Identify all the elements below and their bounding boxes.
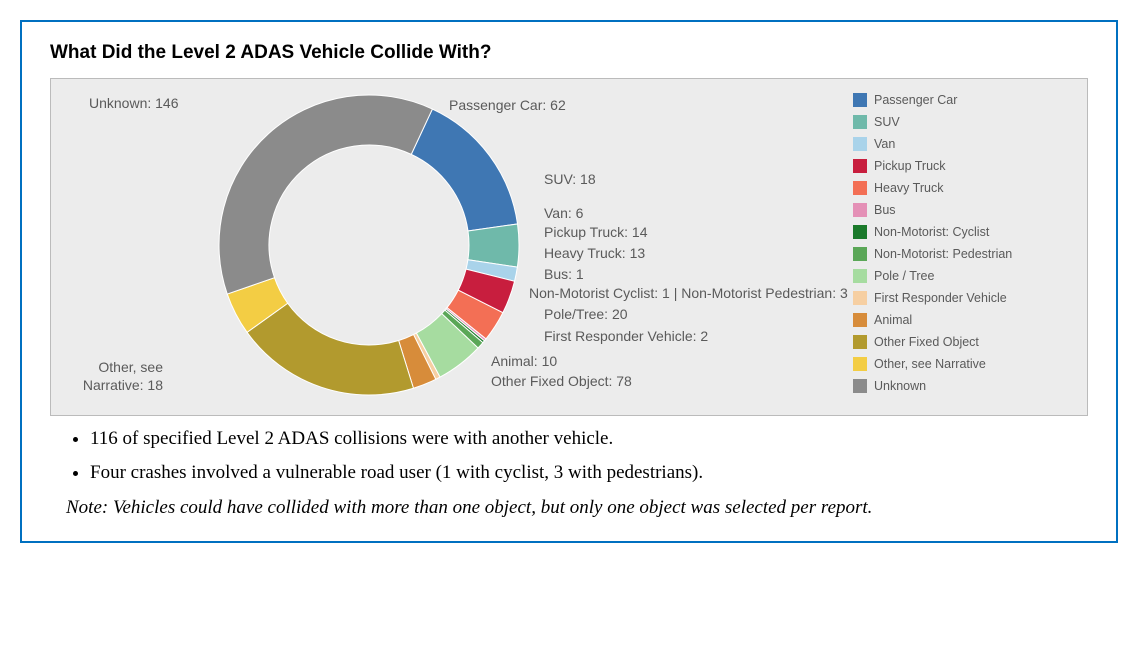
label-nonmotorist-row: Non-Motorist Cyclist: 1 | Non-Motorist P… (529, 285, 848, 301)
legend-label: Non-Motorist: Cyclist (874, 225, 989, 239)
label-ofo: Other Fixed Object: 78 (491, 373, 632, 389)
donut-slice (247, 303, 413, 395)
donut-slice (411, 109, 517, 231)
legend-swatch (853, 159, 867, 173)
label-other-line1: Other, see (73, 359, 163, 375)
legend-swatch (853, 203, 867, 217)
legend-item: Bus (853, 199, 1077, 221)
legend-label: Non-Motorist: Pedestrian (874, 247, 1012, 261)
bullet-item: Four crashes involved a vulnerable road … (90, 462, 1088, 484)
nm-prefix-1: Non-Motorist (529, 285, 609, 301)
legend-label: Van (874, 137, 895, 151)
legend-label: Unknown (874, 379, 926, 393)
legend-swatch (853, 313, 867, 327)
chart-title: What Did the Level 2 ADAS Vehicle Collid… (50, 42, 1088, 64)
legend-item: Van (853, 133, 1077, 155)
legend-label: Pole / Tree (874, 269, 934, 283)
donut-chart (209, 85, 529, 405)
label-pickup: Pickup Truck: 14 (544, 224, 648, 240)
legend-label: Other Fixed Object (874, 335, 979, 349)
legend-swatch (853, 379, 867, 393)
legend-swatch (853, 335, 867, 349)
legend-label: Other, see Narrative (874, 357, 986, 371)
label-bus: Bus: 1 (544, 266, 584, 282)
legend-item: Passenger Car (853, 89, 1077, 111)
label-suv: SUV: 18 (544, 171, 596, 187)
legend-label: SUV (874, 115, 900, 129)
donut-slice (219, 95, 432, 294)
legend-item: Non-Motorist: Cyclist (853, 221, 1077, 243)
legend-item: Animal (853, 309, 1077, 331)
legend-swatch (853, 247, 867, 261)
bullet-list: 116 of specified Level 2 ADAS collisions… (90, 428, 1088, 484)
legend: Passenger Car SUV Van Pickup Truck Heavy Tru… (851, 85, 1079, 409)
legend-swatch (853, 181, 867, 195)
label-van: Van: 6 (544, 205, 583, 221)
legend-label: Passenger Car (874, 93, 957, 107)
label-unknown: Unknown: 146 (89, 95, 179, 111)
legend-item: First Responder Vehicle (853, 287, 1077, 309)
note-text: Note: Vehicles could have collided with … (66, 496, 1088, 521)
label-other-line2: Narrative: 18 (73, 377, 163, 393)
legend-swatch (853, 269, 867, 283)
legend-item: Unknown (853, 375, 1077, 397)
label-cyclist: Cyclist: 1 (613, 285, 670, 301)
label-passenger-car: Passenger Car: 62 (449, 97, 566, 113)
legend-label: Pickup Truck (874, 159, 946, 173)
label-animal: Animal: 10 (491, 353, 557, 369)
legend-item: Other, see Narrative (853, 353, 1077, 375)
legend-item: Non-Motorist: Pedestrian (853, 243, 1077, 265)
legend-item: Pole / Tree (853, 265, 1077, 287)
legend-label: First Responder Vehicle (874, 291, 1007, 305)
legend-swatch (853, 225, 867, 239)
label-pedestrian: Pedestrian: 3 (765, 285, 848, 301)
legend-label: Bus (874, 203, 896, 217)
legend-swatch (853, 115, 867, 129)
legend-swatch (853, 93, 867, 107)
legend-item: SUV (853, 111, 1077, 133)
legend-swatch (853, 291, 867, 305)
legend-item: Other Fixed Object (853, 331, 1077, 353)
legend-label: Heavy Truck (874, 181, 943, 195)
legend-swatch (853, 357, 867, 371)
legend-item: Pickup Truck (853, 155, 1077, 177)
nm-prefix-2: Non-Motorist (681, 285, 761, 301)
legend-swatch (853, 137, 867, 151)
legend-item: Heavy Truck (853, 177, 1077, 199)
label-heavy: Heavy Truck: 13 (544, 245, 645, 261)
label-poletree: Pole/Tree: 20 (544, 306, 628, 322)
bullet-item: 116 of specified Level 2 ADAS collisions… (90, 428, 1088, 450)
legend-label: Animal (874, 313, 912, 327)
chart-container: Unknown: 146 Other, see Narrative: 18 Pa… (50, 78, 1088, 416)
chart-area: Unknown: 146 Other, see Narrative: 18 Pa… (59, 85, 851, 409)
report-panel: What Did the Level 2 ADAS Vehicle Collid… (20, 20, 1118, 543)
label-first-responder: First Responder Vehicle: 2 (544, 328, 708, 344)
